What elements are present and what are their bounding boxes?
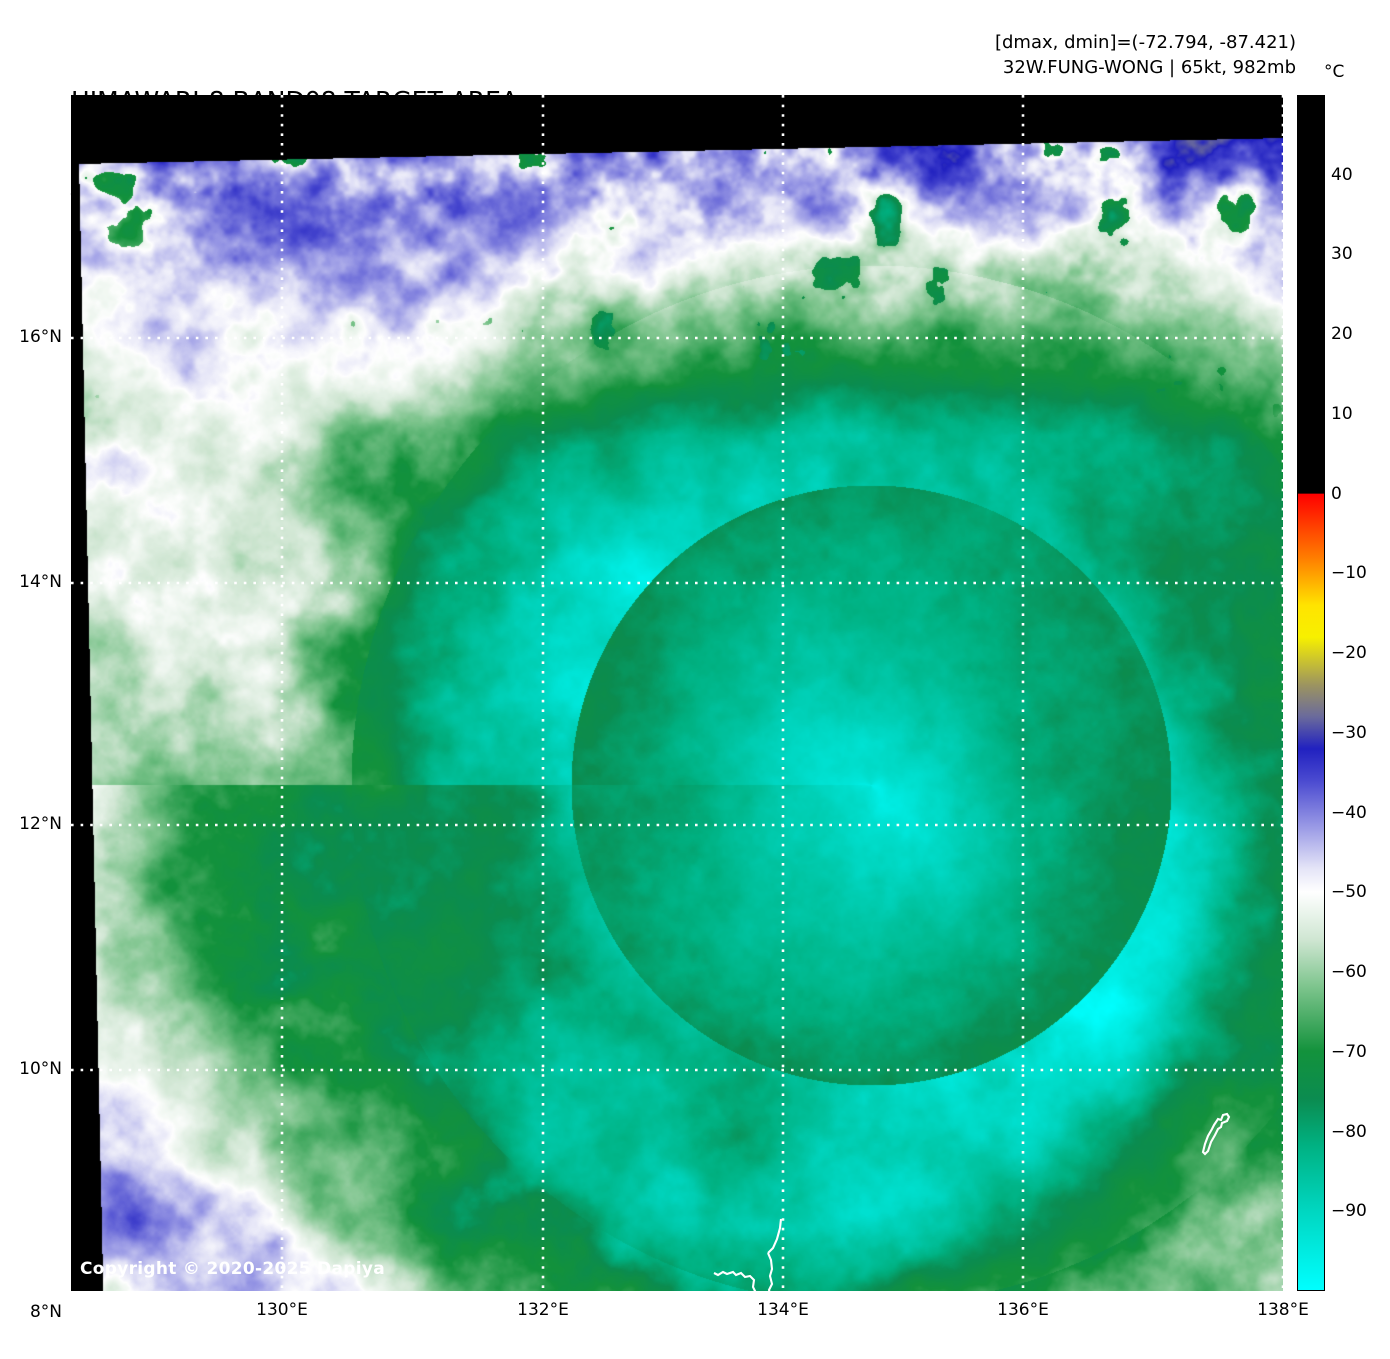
colorbar-tick-minus30: −30 — [1331, 722, 1367, 743]
copyright-label: Copyright © 2020-2025 Dapiya — [80, 1259, 385, 1279]
colorbar-unit-label: °C — [1324, 62, 1345, 82]
colorbar-tick-0: 0 — [1331, 483, 1342, 504]
colorbar-tick-40: 40 — [1331, 164, 1353, 185]
colorbar-tick-minus40: −40 — [1331, 802, 1367, 823]
colorbar-tick-30: 30 — [1331, 244, 1353, 265]
lat-lon-gridlines — [71, 95, 1283, 1291]
data-minmax-label: [dmax, dmin]=(-72.794, -87.421) — [994, 32, 1296, 53]
temperature-colorbar — [1297, 95, 1325, 1291]
x-tick-132E: 132°E — [517, 1300, 569, 1320]
x-tick-134E: 134°E — [757, 1300, 809, 1320]
coastline-overlay — [713, 1112, 1231, 1291]
colorbar-tick-minus70: −70 — [1331, 1041, 1367, 1062]
satellite-plot-area: Copyright © 2020-2025 Dapiya — [71, 95, 1283, 1291]
colorbar-tick-minus90: −90 — [1331, 1201, 1367, 1222]
header-info-block: [dmax, dmin]=(-72.794, -87.421) 32W.FUNG… — [995, 30, 1296, 80]
x-tick-138E: 138°E — [1257, 1300, 1309, 1320]
colorbar-tick-minus10: −10 — [1331, 563, 1367, 584]
colorbar-gradient — [1298, 96, 1324, 1290]
satellite-imagery-canvas — [71, 95, 1283, 1291]
colorbar-tick-minus80: −80 — [1331, 1121, 1367, 1142]
colorbar-tick-minus20: −20 — [1331, 643, 1367, 664]
x-tick-136E: 136°E — [997, 1300, 1049, 1320]
colorbar-tick-minus60: −60 — [1331, 962, 1367, 983]
colorbar-tick-minus50: −50 — [1331, 882, 1367, 903]
colorbar-tick-10: 10 — [1331, 403, 1353, 424]
colorbar-tick-20: 20 — [1331, 324, 1353, 345]
x-tick-130E: 130°E — [256, 1300, 308, 1320]
storm-info-label: 32W.FUNG-WONG | 65kt, 982mb — [1002, 57, 1296, 78]
